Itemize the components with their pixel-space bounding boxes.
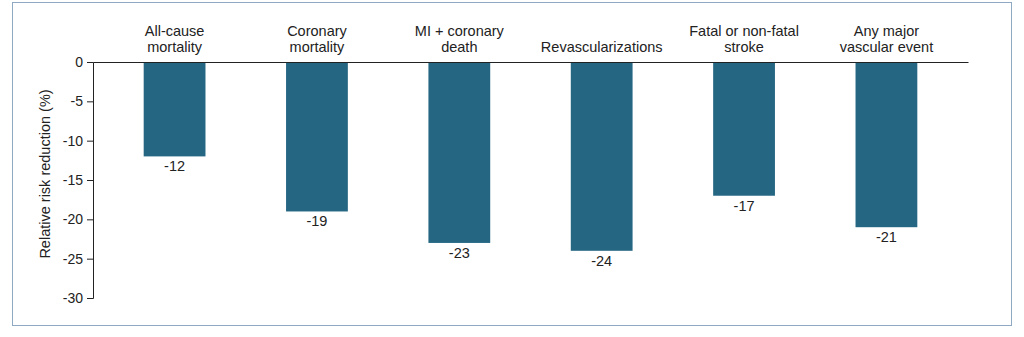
y-tick-label: 0 — [75, 54, 83, 70]
x-tick-label: All-causemortality — [145, 23, 205, 55]
y-tick-label: -30 — [63, 290, 83, 306]
bar — [286, 62, 348, 211]
y-tick-mark — [87, 141, 93, 142]
data-label: -17 — [734, 198, 755, 214]
y-tick: -20 — [63, 211, 93, 227]
x-tick-label-line: All-cause — [145, 23, 205, 39]
x-tick-label-line: stroke — [724, 39, 764, 55]
bar — [713, 62, 775, 196]
y-tick: -5 — [71, 93, 93, 109]
bar — [571, 62, 633, 251]
data-label: -23 — [449, 245, 470, 261]
y-tick-label: -25 — [63, 251, 83, 267]
data-label: -19 — [306, 213, 327, 229]
x-tick: MI + coronarydeath — [415, 23, 505, 62]
y-tick-mark — [87, 180, 93, 181]
y-tick: 0 — [75, 54, 93, 70]
y-tick: -25 — [63, 251, 93, 267]
y-tick-label: -15 — [63, 172, 83, 188]
x-tick-label: MI + coronarydeath — [415, 23, 505, 55]
y-tick-label: -10 — [63, 133, 83, 149]
x-tick-label-line: vascular event — [840, 39, 934, 55]
x-tick-label: Coronarymortality — [287, 23, 347, 55]
y-tick: -30 — [63, 290, 93, 306]
frame — [13, 3, 1012, 326]
x-tick: Any majorvascular event — [840, 23, 934, 62]
y-tick-label: -20 — [63, 211, 83, 227]
data-label: -24 — [591, 253, 612, 269]
x-tick-label-line: mortality — [290, 39, 346, 55]
x-axis: All-causemortalityCoronarymortalityMI + … — [94, 23, 969, 63]
data-label: -21 — [876, 229, 897, 245]
y-tick-mark — [87, 298, 93, 299]
y-axis-title: Relative risk reduction (%) — [37, 89, 53, 258]
y-tick-mark — [87, 62, 93, 63]
x-tick: Fatal or non-fatalstroke — [689, 23, 799, 62]
x-tick: Coronarymortality — [287, 23, 347, 62]
x-tick-label-line: Revascularizations — [541, 39, 663, 55]
x-tick-label-line: Coronary — [287, 23, 347, 39]
y-tick-label: -5 — [71, 93, 84, 109]
x-tick-label: Fatal or non-fatalstroke — [689, 23, 799, 55]
y-tick-mark — [87, 219, 93, 220]
bars — [144, 62, 918, 251]
y-axis: 0 -5 -10 -15 -20 -25 -30 — [63, 54, 94, 306]
x-tick-label-line: Any major — [854, 23, 919, 39]
y-tick: -15 — [63, 172, 93, 188]
x-tick-label-line: MI + coronary — [415, 23, 505, 39]
x-axis-line — [94, 62, 969, 63]
bar — [428, 62, 490, 243]
x-tick: Revascularizations — [541, 39, 663, 62]
x-tick-label-line: Fatal or non-fatal — [689, 23, 799, 39]
bar — [856, 62, 918, 227]
data-label: -12 — [164, 158, 185, 174]
y-tick: -10 — [63, 133, 93, 149]
x-tick: All-causemortality — [145, 23, 205, 62]
chart: 0-5-10-15-20-25-30All-causemortalityCoro… — [0, 0, 1024, 337]
y-tick-mark — [87, 259, 93, 260]
y-tick-mark — [87, 101, 93, 102]
x-tick-label-line: death — [441, 39, 477, 55]
x-tick-label: Any majorvascular event — [840, 23, 934, 55]
x-tick-label-line: mortality — [147, 39, 203, 55]
y-axis-line — [87, 63, 94, 299]
bar — [144, 62, 206, 156]
data-labels: -12 -19 -23 -24 -17 -21 — [164, 158, 897, 268]
x-tick-label: Revascularizations — [541, 39, 663, 55]
